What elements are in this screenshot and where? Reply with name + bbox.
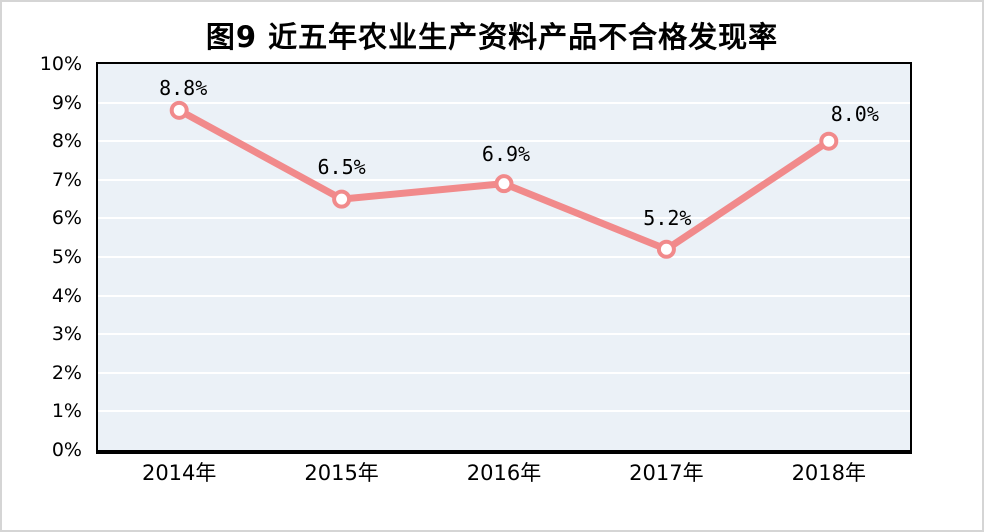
gridline [98,140,910,143]
data-point-marker [656,239,676,259]
y-axis-tick-label: 3% [51,323,82,346]
gridline [98,410,910,413]
y-axis-tick-label: 1% [51,400,82,423]
data-point-marker [819,131,839,151]
data-point-marker [332,189,352,209]
y-axis-tick-label: 8% [51,130,82,153]
gridline [98,371,910,374]
gridline [98,333,910,336]
x-axis-category-label: 2016年 [466,461,542,485]
y-axis-tick-label: 2% [51,361,82,384]
gridline [98,294,910,297]
data-point-marker [494,174,514,194]
y-axis-tick-label: 6% [51,207,82,230]
y-axis-tick-label: 10% [39,53,82,75]
data-point-label: 8.0% [830,102,879,127]
y-axis-tick-label: 4% [51,284,82,307]
gridline [98,256,910,258]
plot-area [96,62,912,454]
gridline [98,217,910,220]
y-axis-tick-label: 7% [51,168,82,191]
data-point-label: 6.9% [481,141,531,166]
data-point-label: 6.5% [317,155,366,180]
data-point-label: 5.2% [643,206,692,231]
chart-title: 图9 近五年农业生产资料产品不合格发现率 [205,20,779,54]
data-point-marker [169,100,189,120]
series-layer [169,100,839,259]
gridline [98,101,910,104]
x-axis-category-label: 2018年 [791,461,867,485]
y-axis-tick-label: 9% [51,91,82,114]
y-axis-tick-label: 0% [51,439,82,461]
x-axis-category-label: 2015年 [304,461,379,485]
x-axis-category-label: 2014年 [141,461,217,485]
data-point-label: 8.8% [159,76,208,101]
y-axis-tick-label: 5% [51,246,82,268]
x-axis-category-label: 2017年 [629,461,704,485]
